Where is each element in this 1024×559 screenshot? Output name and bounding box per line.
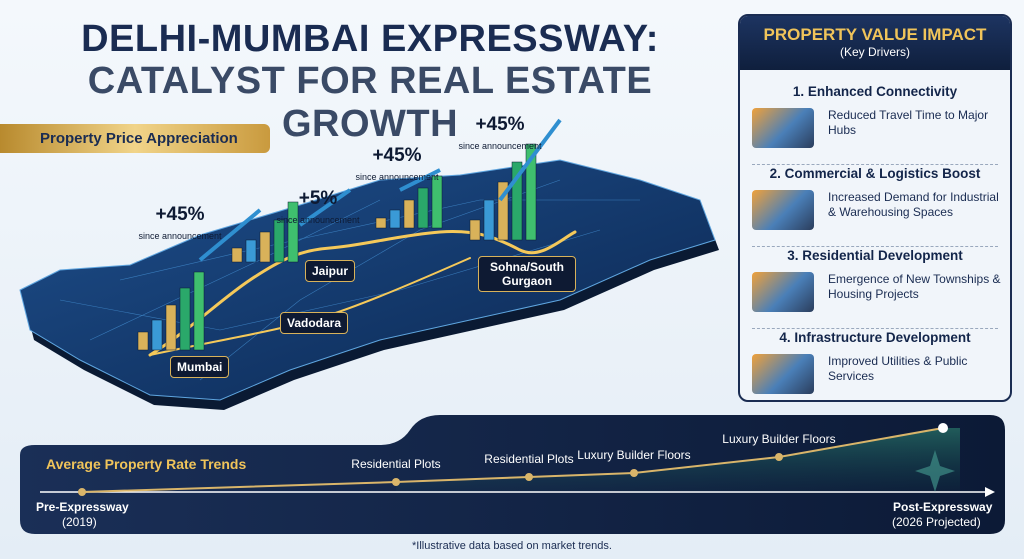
bar [193, 271, 205, 351]
bar [137, 331, 149, 351]
bar-groups [137, 118, 562, 351]
bar [179, 287, 191, 351]
driver-item: 3. Residential Development Emergence of N… [740, 248, 1010, 326]
trend-point [525, 473, 533, 481]
trend-label: Residential Plots [351, 457, 441, 471]
sparkle [915, 450, 955, 492]
bar [231, 247, 243, 263]
trend-point [392, 478, 400, 486]
driver-text: Emergence of New Townships & Housing Pro… [828, 272, 1001, 301]
impact-panel: PROPERTY VALUE IMPACT (Key Drivers) 1. E… [738, 14, 1012, 402]
driver-item: 4. Infrastructure Development Improved Ut… [740, 330, 1010, 400]
separator [752, 328, 998, 329]
separator [752, 164, 998, 165]
bar [273, 219, 285, 263]
driver-heading: 2. Commercial & Logistics Boost [769, 166, 981, 181]
callout-value: +5% [298, 188, 338, 209]
bar [287, 201, 299, 263]
driver-icon [752, 108, 814, 148]
trend-title: Average Property Rate Trends [46, 456, 247, 472]
trend-arrow [298, 188, 352, 227]
trend-point [775, 453, 783, 461]
trend-label: Residential Plots [484, 452, 574, 466]
driver-item: 2. Commercial & Logistics Boost Increased… [740, 166, 1010, 244]
trend-point [630, 469, 638, 477]
driver-heading: 3. Residential Development [787, 248, 963, 263]
callout-note: since announcement [276, 215, 360, 225]
trend-line [81, 427, 944, 493]
bar [165, 304, 177, 351]
city-label: Vadodara [280, 312, 349, 334]
trend-end: Post-Expressway [893, 500, 993, 514]
driver-text: Improved Utilities & Public Services [828, 354, 968, 383]
bar [525, 143, 537, 241]
bar [483, 199, 495, 241]
title: CATALYST FOR REAL ESTATE GROWTH [87, 60, 653, 145]
callout-note: since announcement [458, 141, 542, 151]
bar [431, 175, 443, 229]
title: DELHI-MUMBAI EXPRESSWAY: [81, 18, 659, 60]
callout: +45% since announcement [440, 114, 560, 154]
bar [417, 187, 429, 229]
driver-icon [752, 354, 814, 394]
driver-heading: 1. Enhanced Connectivity [792, 84, 958, 99]
trend-fill [396, 428, 960, 492]
callout: +5% since announcement [258, 188, 378, 228]
bar [511, 161, 523, 241]
driver-heading: 4. Infrastructure Development [779, 330, 971, 345]
callout-value: +45% [155, 204, 205, 225]
city-label: Mumbai [170, 356, 230, 378]
trend-band [20, 415, 1005, 534]
trend-label: Luxury Builder Floors [722, 432, 836, 446]
driver-icon [752, 272, 814, 312]
bar [469, 219, 481, 241]
bar [497, 181, 509, 241]
callout-note: since announcement [138, 231, 222, 241]
trend-arrow [399, 168, 441, 192]
driver-icon [752, 190, 814, 230]
bar [389, 209, 401, 229]
trend-start: Pre-Expressway [36, 500, 129, 514]
section-label: Property Price Appreciation [0, 124, 270, 153]
bar [403, 199, 415, 229]
driver-text: Increased Demand for Industrial & Wareho… [828, 190, 999, 219]
separator [752, 246, 998, 247]
footnote: *Illustrative data based on market trend… [412, 540, 612, 552]
callout: +45% since announcement [337, 145, 457, 185]
trend-point [78, 488, 86, 496]
callout: +45% since announcement [120, 204, 240, 244]
bar [151, 319, 163, 351]
city-label: Jaipur [305, 260, 356, 282]
callout-value: +45% [475, 114, 525, 135]
panel-header: PROPERTY VALUE IMPACT (Key Drivers) [740, 16, 1010, 70]
timeline-arrow [985, 487, 995, 497]
trend-point [938, 423, 948, 433]
bar [259, 231, 271, 263]
trend-points [78, 423, 948, 496]
panel-title: PROPERTY VALUE IMPACT [763, 25, 987, 44]
panel-subtitle: (Key Drivers) [839, 45, 910, 59]
driver-item: 1. Enhanced Connectivity Reduced Travel T… [740, 84, 1010, 162]
trend-start-note: (2019) [62, 515, 97, 529]
bar [375, 217, 387, 229]
bar [245, 239, 257, 263]
driver-text: Reduced Travel Time to Major Hubs [828, 108, 989, 137]
trend-end-note: (2026 Projected) [892, 515, 981, 529]
trend-arrow [198, 208, 262, 262]
callout-value: +45% [372, 145, 422, 166]
callout-note: since announcement [355, 172, 439, 182]
trend-arrow [498, 118, 562, 202]
city-label: Sohna/South Gurgaon [478, 256, 576, 292]
trend-label: Luxury Builder Floors [577, 448, 691, 462]
